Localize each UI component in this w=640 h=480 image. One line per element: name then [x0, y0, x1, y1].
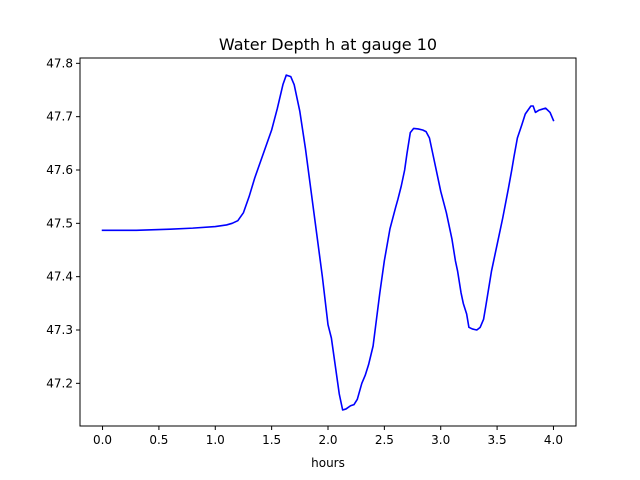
axes-frame [79, 57, 577, 427]
x-axis: 0.0 0.5 1.0 1.5 2.0 2.5 3.0 3.5 4.0 [93, 426, 563, 447]
x-tick-label: 4.0 [544, 433, 563, 447]
y-tick-label: 47.6 [46, 163, 73, 177]
y-axis: 47.2 47.3 47.4 47.5 47.6 47.7 47.8 [46, 56, 80, 390]
y-tick-label: 47.8 [46, 56, 73, 70]
x-tick-label: 2.0 [318, 433, 337, 447]
chart-title: Water Depth h at gauge 10 [219, 35, 437, 54]
x-tick-label: 0.5 [149, 433, 168, 447]
x-tick-label: 3.0 [431, 433, 450, 447]
x-tick-label: 3.5 [488, 433, 507, 447]
y-tick-label: 47.7 [46, 110, 73, 124]
x-tick-label: 1.0 [206, 433, 225, 447]
x-tick-label: 1.5 [262, 433, 281, 447]
x-tick-label: 2.5 [375, 433, 394, 447]
plot-area [101, 74, 555, 411]
series-line [101, 74, 555, 411]
x-tick-label: 0.0 [93, 433, 112, 447]
y-tick-label: 47.5 [46, 216, 73, 230]
y-tick-label: 47.3 [46, 323, 73, 337]
y-tick-label: 47.2 [46, 376, 73, 390]
y-tick-label: 47.4 [46, 270, 73, 284]
x-axis-label: hours [311, 456, 345, 470]
